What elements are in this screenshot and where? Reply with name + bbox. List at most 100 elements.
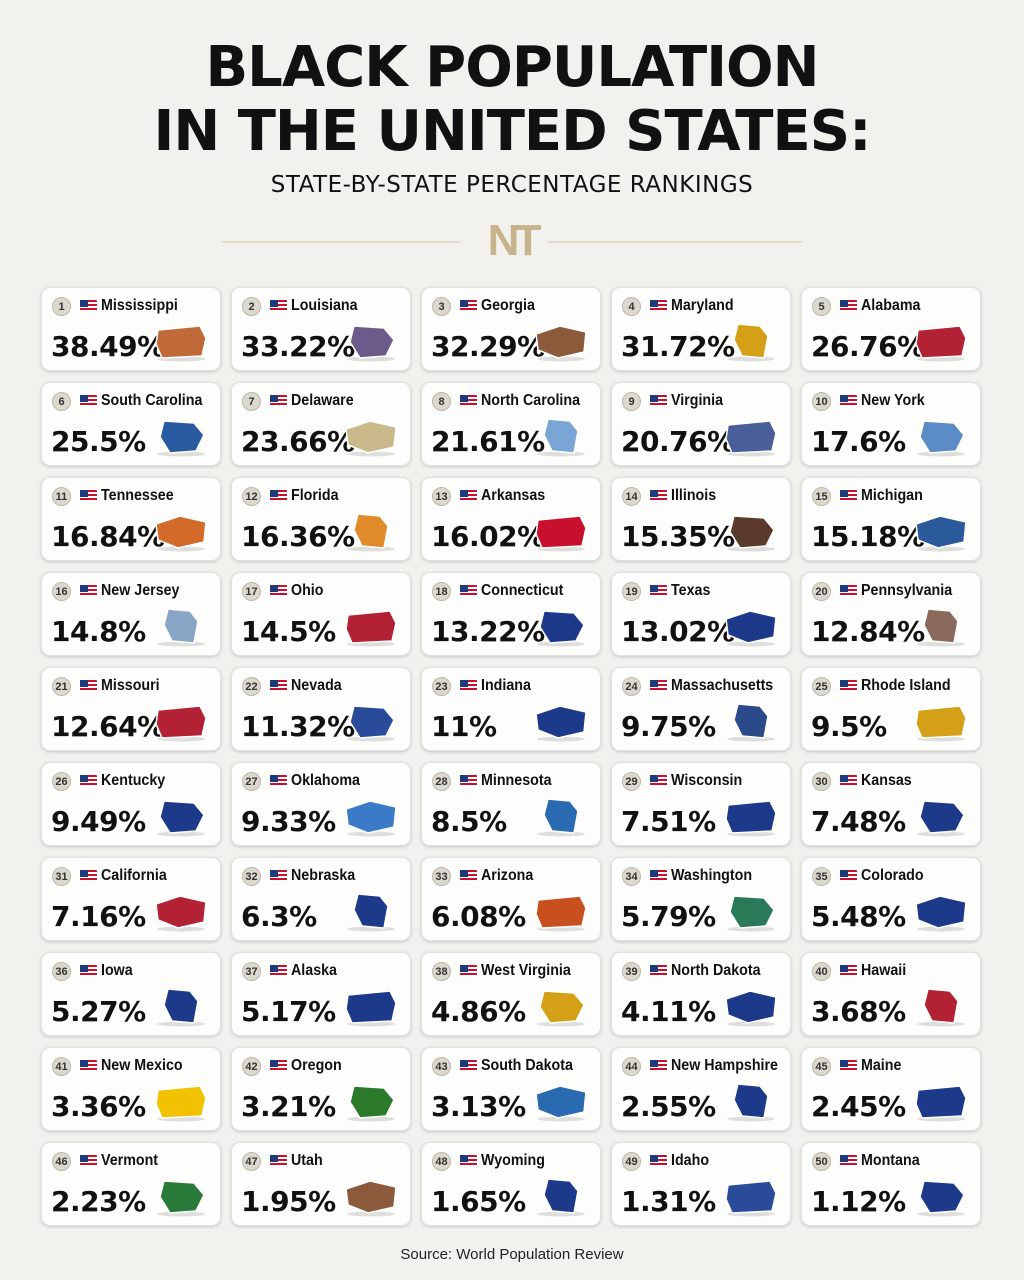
state-name: California	[101, 867, 167, 884]
state-percentage: 31.72%	[621, 330, 735, 363]
us-flag-icon	[840, 395, 857, 407]
state-illustration-icon	[917, 608, 965, 647]
state-percentage: 11%	[431, 710, 497, 743]
state-percentage: 1.95%	[241, 1185, 336, 1218]
page-title-line2: IN THE UNITED STATES:	[153, 99, 872, 164]
state-name: Texas	[671, 582, 711, 599]
us-flag-icon	[270, 1155, 287, 1167]
state-card: 10 New York 17.6%	[801, 382, 981, 466]
state-percentage: 1.12%	[811, 1185, 906, 1218]
state-percentage: 32.29%	[431, 330, 545, 363]
state-card: 25 Rhode Island 9.5%	[801, 667, 981, 751]
state-name: Arkansas	[481, 487, 546, 504]
us-flag-icon	[460, 300, 477, 312]
state-illustration-icon	[917, 800, 965, 837]
state-percentage: 1.31%	[621, 1185, 716, 1218]
state-illustration-icon	[725, 990, 777, 1027]
state-card: 41 New Mexico 3.36%	[41, 1047, 221, 1131]
rank-badge: 12	[242, 487, 261, 506]
state-illustration-icon	[727, 895, 775, 932]
state-card: 46 Vermont 2.23%	[41, 1142, 221, 1226]
us-flag-icon	[270, 775, 287, 787]
state-illustration-icon	[915, 515, 967, 552]
us-flag-icon	[270, 870, 287, 882]
state-percentage: 9.5%	[811, 710, 887, 743]
rank-badge: 50	[812, 1152, 831, 1171]
state-percentage: 4.86%	[431, 995, 526, 1028]
state-illustration-icon	[537, 990, 585, 1027]
state-card: 39 North Dakota 4.11%	[611, 952, 791, 1036]
rank-badge: 7	[242, 392, 261, 411]
state-illustration-icon	[727, 515, 775, 552]
state-card: 43 South Dakota 3.13%	[421, 1047, 601, 1131]
rank-badge: 32	[242, 867, 261, 886]
state-name: Idaho	[671, 1152, 710, 1169]
state-name: Utah	[291, 1152, 323, 1169]
state-illustration-icon	[535, 325, 587, 362]
state-percentage: 4.11%	[621, 995, 716, 1028]
us-flag-icon	[80, 775, 97, 787]
state-name: New Mexico	[101, 1057, 183, 1074]
rank-badge: 43	[432, 1057, 451, 1076]
state-illustration-icon	[917, 988, 965, 1027]
rank-badge: 19	[622, 582, 641, 601]
rank-badge: 46	[52, 1152, 71, 1171]
state-card: 22 Nevada 11.32%	[231, 667, 411, 751]
rank-badge: 30	[812, 772, 831, 791]
state-card: 4 Maryland 31.72%	[611, 287, 791, 371]
state-name: Delaware	[291, 392, 354, 409]
state-percentage: 5.48%	[811, 900, 906, 933]
state-name: South Carolina	[101, 392, 203, 409]
state-illustration-icon	[537, 798, 585, 837]
state-name: North Dakota	[671, 962, 761, 979]
state-percentage: 15.35%	[621, 520, 735, 553]
us-flag-icon	[840, 680, 857, 692]
rank-badge: 9	[622, 392, 641, 411]
state-name: New York	[861, 392, 925, 409]
state-card: 30 Kansas 7.48%	[801, 762, 981, 846]
us-flag-icon	[840, 490, 857, 502]
state-percentage: 3.36%	[51, 1090, 146, 1123]
rank-badge: 27	[242, 772, 261, 791]
us-flag-icon	[650, 1155, 667, 1167]
state-illustration-icon	[535, 1085, 587, 1122]
state-illustration-icon	[915, 325, 967, 362]
us-flag-icon	[80, 490, 97, 502]
state-percentage: 1.65%	[431, 1185, 526, 1218]
state-name: Connecticut	[481, 582, 564, 599]
page-title-line1: BLACK POPULATION	[205, 35, 819, 100]
state-illustration-icon	[915, 1085, 967, 1122]
rank-badge: 42	[242, 1057, 261, 1076]
state-percentage: 2.55%	[621, 1090, 716, 1123]
us-flag-icon	[460, 870, 477, 882]
state-card: 16 New Jersey 14.8%	[41, 572, 221, 656]
rank-badge: 10	[812, 392, 831, 411]
state-illustration-icon	[155, 705, 207, 742]
state-name: Virginia	[671, 392, 724, 409]
state-illustration-icon	[917, 420, 965, 457]
state-card: 50 Montana 1.12%	[801, 1142, 981, 1226]
us-flag-icon	[650, 680, 667, 692]
rank-badge: 38	[432, 962, 451, 981]
state-illustration-icon	[347, 893, 395, 932]
state-illustration-icon	[345, 420, 397, 457]
us-flag-icon	[840, 965, 857, 977]
us-flag-icon	[270, 680, 287, 692]
rank-badge: 45	[812, 1057, 831, 1076]
state-illustration-icon	[157, 420, 205, 457]
state-percentage: 2.45%	[811, 1090, 906, 1123]
rank-badge: 2	[242, 297, 261, 316]
state-name: Florida	[291, 487, 339, 504]
state-illustration-icon	[727, 703, 775, 742]
rank-badge: 26	[52, 772, 71, 791]
state-name: New Jersey	[101, 582, 180, 599]
us-flag-icon	[80, 965, 97, 977]
state-name: Hawaii	[861, 962, 907, 979]
state-card: 49 Idaho 1.31%	[611, 1142, 791, 1226]
us-flag-icon	[80, 1155, 97, 1167]
state-illustration-icon	[345, 800, 397, 837]
us-flag-icon	[650, 490, 667, 502]
us-flag-icon	[460, 680, 477, 692]
state-name: Maine	[861, 1057, 902, 1074]
state-name: Ohio	[291, 582, 324, 599]
